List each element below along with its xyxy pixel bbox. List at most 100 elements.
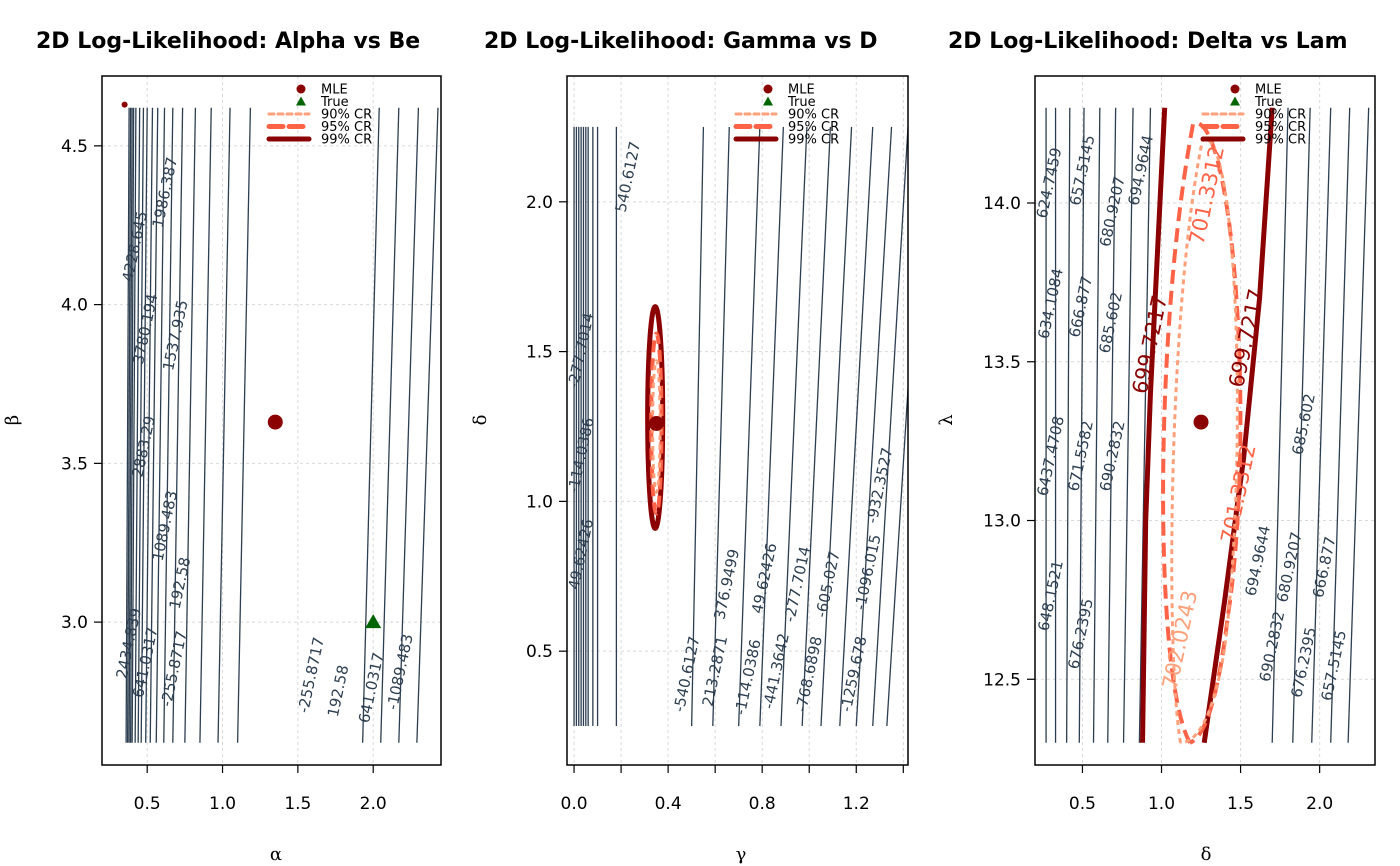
panel-alpha-beta: 2D Log-Likelihood: Alpha vs Be α β 4228.… bbox=[2, 29, 442, 865]
contour-label: 690.2832 bbox=[1096, 419, 1128, 493]
contour-label: 666.877 bbox=[1065, 275, 1096, 339]
legend-mle-marker bbox=[763, 84, 773, 94]
contour-label: -255.8717 bbox=[294, 636, 328, 715]
y-tick-label: 1.5 bbox=[526, 343, 553, 363]
legend-label: 90% CR bbox=[321, 108, 372, 123]
contour-label: 685.602 bbox=[1288, 392, 1319, 456]
confidence-label: 701.3312 bbox=[1216, 442, 1260, 545]
legend-label: MLE bbox=[321, 83, 348, 98]
x-tick-label: 1.0 bbox=[209, 794, 236, 814]
y-axis-label: β bbox=[2, 415, 23, 425]
contour-line bbox=[1292, 107, 1311, 743]
y-tick-label: 14.0 bbox=[983, 194, 1021, 214]
legend-label: MLE bbox=[1255, 83, 1282, 98]
contour-line bbox=[217, 107, 231, 743]
plot-area: 624.7459 657.5145680.9207694.9644634.1084… bbox=[1033, 76, 1375, 765]
contour-line bbox=[712, 126, 730, 727]
x-tick-label: 1.5 bbox=[1227, 794, 1254, 814]
contour-line bbox=[129, 107, 135, 743]
plot-frame bbox=[101, 75, 442, 766]
contour-line bbox=[126, 107, 132, 743]
contour-line bbox=[134, 107, 141, 743]
contour-label: 671.5582 bbox=[1064, 419, 1096, 493]
x-tick-label: 1.0 bbox=[1148, 794, 1175, 814]
legend-label: True bbox=[1254, 95, 1283, 110]
contour-line bbox=[839, 126, 874, 727]
panel-title: 2D Log-Likelihood: Alpha vs Be bbox=[36, 29, 420, 54]
contour-line bbox=[145, 107, 154, 743]
y-tick-label: 2.0 bbox=[526, 193, 553, 213]
contour-label: 192.58 bbox=[166, 555, 195, 610]
contour-line bbox=[820, 126, 853, 727]
x-tick-label: 1.5 bbox=[284, 794, 311, 814]
contour-line bbox=[759, 126, 785, 727]
contour-line bbox=[155, 107, 166, 743]
contour-line bbox=[690, 126, 705, 727]
legend-label: MLE bbox=[788, 83, 815, 98]
contour-line bbox=[184, 107, 197, 743]
contour-label: -1089.483 bbox=[383, 632, 417, 711]
contour-label: -932.3527 bbox=[863, 446, 897, 525]
legend-label: True bbox=[320, 95, 349, 110]
y-axis-label: λ bbox=[936, 414, 957, 425]
contour-label: -768.6898 bbox=[792, 635, 826, 714]
contour-line bbox=[416, 107, 439, 743]
contour-label: 657.5145 bbox=[1317, 629, 1349, 703]
contour-line bbox=[738, 126, 761, 727]
contour-line bbox=[236, 107, 252, 743]
legend-label: 99% CR bbox=[788, 133, 839, 148]
contour-label: 680.9207 bbox=[1273, 530, 1305, 604]
contour-line bbox=[199, 107, 212, 743]
contour-line bbox=[1122, 107, 1134, 743]
panel-title: 2D Log-Likelihood: Delta vs Lam bbox=[948, 29, 1348, 54]
legend-true-marker bbox=[1230, 96, 1240, 106]
contour-line bbox=[1092, 107, 1101, 743]
contour-label: -441.3642 bbox=[759, 632, 793, 711]
plot-area: 540.612749.62426-114.0386-277.7014-540.6… bbox=[567, 76, 908, 765]
confidence-label: 702.0243 bbox=[1158, 588, 1202, 691]
legend-mle-marker bbox=[296, 84, 306, 94]
plot-frame bbox=[566, 75, 909, 766]
plot-area: 4228.6451986.3873780.1941537.9352883.291… bbox=[102, 76, 441, 765]
confidence-label: 701.3312 bbox=[1185, 144, 1229, 247]
legend-mle-marker bbox=[1230, 84, 1240, 94]
y-tick-label: 4.0 bbox=[61, 296, 88, 316]
contour-label: 694.9644 bbox=[1125, 133, 1157, 207]
confidence-region-99-cr bbox=[1140, 107, 1168, 743]
x-axis-label: γ bbox=[736, 844, 747, 865]
y-tick-label: 1.0 bbox=[526, 492, 553, 512]
contour-line bbox=[1347, 107, 1370, 743]
contour-label: 657.5145 bbox=[1066, 133, 1098, 207]
y-tick-label: 3.0 bbox=[61, 613, 88, 633]
contour-line bbox=[1138, 107, 1152, 743]
contour-label: 192.58 bbox=[324, 663, 353, 718]
contour-line bbox=[886, 378, 908, 727]
legend-label: 95% CR bbox=[321, 120, 372, 135]
x-tick-label: 2.0 bbox=[1306, 794, 1333, 814]
contour-label: 694.9644 bbox=[1242, 524, 1274, 598]
contour-line bbox=[398, 107, 420, 743]
y-tick-label: 0.5 bbox=[526, 642, 553, 662]
contour-label: 49.62426 bbox=[748, 541, 780, 615]
mle-point bbox=[267, 414, 283, 430]
contour-line bbox=[872, 126, 908, 727]
panel-delta-lambda: 2D Log-Likelihood: Delta vs Lam δ λ 624.… bbox=[936, 29, 1376, 865]
contour-line bbox=[362, 107, 380, 743]
contour-line bbox=[1271, 107, 1289, 743]
contour-line bbox=[172, 107, 184, 743]
x-axis-label: δ bbox=[1201, 844, 1212, 865]
contour-label: 685.602 bbox=[1096, 290, 1127, 354]
contour-line bbox=[131, 107, 137, 743]
y-tick-label: 3.5 bbox=[61, 454, 88, 474]
panel-title: 2D Log-Likelihood: Gamma vs D bbox=[484, 29, 878, 54]
confidence-region-95-cr bbox=[1161, 121, 1243, 745]
plot-frame bbox=[1034, 75, 1376, 766]
contour-label: 624.7459 bbox=[1033, 146, 1065, 220]
mle-point bbox=[1193, 414, 1209, 430]
contour-label: 213.2871 bbox=[699, 634, 731, 708]
contour-label: -605.027 bbox=[812, 549, 844, 619]
legend-label: 99% CR bbox=[1255, 133, 1306, 148]
y-tick-label: 13.5 bbox=[983, 353, 1021, 373]
x-tick-label: 0.0 bbox=[561, 794, 588, 814]
contour-line bbox=[140, 107, 148, 743]
